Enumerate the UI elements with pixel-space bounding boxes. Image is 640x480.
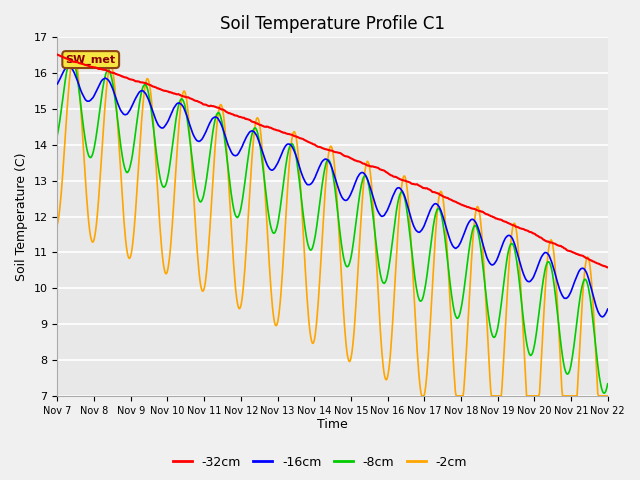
X-axis label: Time: Time bbox=[317, 419, 348, 432]
Legend: -32cm, -16cm, -8cm, -2cm: -32cm, -16cm, -8cm, -2cm bbox=[168, 451, 472, 474]
Text: SW_met: SW_met bbox=[66, 54, 116, 65]
Title: Soil Temperature Profile C1: Soil Temperature Profile C1 bbox=[220, 15, 445, 33]
Y-axis label: Soil Temperature (C): Soil Temperature (C) bbox=[15, 152, 28, 281]
